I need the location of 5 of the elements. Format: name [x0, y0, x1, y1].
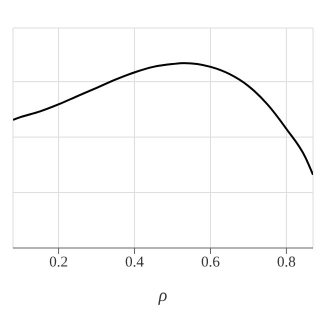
x-tick-label: 0.8 — [277, 254, 296, 271]
x-tick-label: 0.6 — [201, 254, 220, 271]
x-tick-label: 0.4 — [125, 254, 144, 271]
x-tick-label: 0.2 — [49, 254, 68, 271]
x-axis-title: ρ — [158, 285, 168, 305]
